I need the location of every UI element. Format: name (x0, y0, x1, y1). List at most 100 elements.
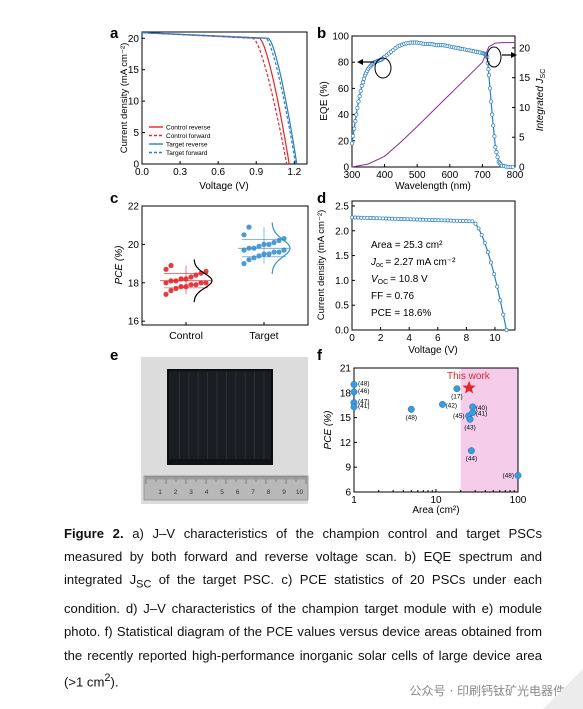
module-jv-marker (455, 218, 459, 223)
x-axis-label: Area (cm²) (412, 505, 459, 516)
plot-frame (141, 205, 309, 326)
ruler-number: 10 (296, 489, 304, 496)
literature-point (350, 403, 358, 411)
eqe-marker (489, 99, 494, 104)
y-tick-label: 18 (128, 278, 140, 289)
pce-point (193, 282, 199, 288)
module-jv-marker (461, 219, 466, 223)
pce-point (178, 276, 184, 282)
y2-tick-label: 10 (519, 103, 531, 114)
pce-point (266, 251, 272, 257)
legend-label: Control reverse (166, 125, 211, 132)
module-jv-marker (439, 218, 444, 223)
module-jv-marker (492, 272, 497, 277)
y-tick-label: 20 (128, 34, 140, 45)
module-jv-marker (448, 218, 453, 223)
point-reference-label: (42) (446, 402, 458, 409)
pce-point (261, 251, 267, 257)
annotation-pce: PCE = 18.6% (371, 308, 431, 319)
literature-point (350, 388, 358, 396)
module-edge (167, 459, 273, 465)
module-jv-marker (402, 217, 407, 222)
pce-point (241, 261, 247, 267)
x-tick-label: 0.6 (211, 167, 225, 178)
caption-text: a) J–V characteristics of the champion c… (64, 526, 542, 588)
distribution-curve (193, 259, 213, 303)
panel-a: a 0.0 0.3 0.6 0.9 1.2 0 5 10 15 20 Current densit… (110, 25, 308, 192)
module-jv-marker (424, 217, 429, 222)
eqe-marker (352, 126, 357, 131)
x-tick-label: 1 (351, 495, 357, 506)
x-axis-label: Wavelength (nm) (395, 181, 471, 192)
distribution-curve (271, 222, 291, 274)
x-axis-label: Voltage (V) (199, 181, 248, 192)
page-corner (543, 669, 583, 709)
module-jv-marker (411, 217, 416, 222)
eqe-marker (358, 88, 363, 94)
pce-point (183, 276, 189, 282)
module-jv-marker (458, 218, 463, 223)
module-jv-marker (436, 218, 441, 223)
eqe-marker (494, 150, 499, 155)
annotation-jsc: Joc = 2.27 mA cm⁻² (370, 257, 456, 269)
point-reference-label: (48) (502, 473, 514, 480)
point-reference-label: (41) (476, 411, 488, 418)
eqe-curves (349, 40, 515, 170)
annotation-ff: FF = 0.76 (371, 291, 415, 302)
y-tick-label: 60 (338, 84, 350, 95)
x-tick-label: 2 (378, 333, 384, 344)
y-tick-label: 5 (133, 128, 139, 139)
legend-label: Target reverse (166, 142, 208, 149)
y-axis-label: PCE (%) (114, 246, 125, 285)
eqe-marker (359, 83, 364, 88)
module-jv-marker (485, 250, 490, 255)
y-tick-label: 15 (340, 413, 352, 424)
eqe-marker (510, 164, 515, 170)
pce-point (163, 280, 169, 286)
literature-point (469, 403, 477, 411)
eqe-marker (493, 145, 498, 150)
x-tick-label: 10 (430, 495, 442, 506)
eqe-marker (353, 119, 358, 124)
pce-point (276, 249, 282, 255)
x-tick-label: 1.2 (287, 167, 301, 178)
panel-d: d 0 2 4 6 8 10 0.0 0.5 1.0 1.5 2.0 2.5 Current dens… (316, 190, 516, 356)
pce-point (281, 247, 287, 253)
plot-frame (351, 35, 516, 168)
y2-tick-label: 0 (519, 163, 525, 174)
pce-point (246, 257, 252, 263)
panel-c: c 16 18 20 22 Control Target PCE (%) (110, 190, 309, 343)
module-jv-marker (489, 260, 493, 265)
eqe-marker (361, 76, 367, 81)
eqe-marker (491, 123, 496, 128)
y-tick-label: 1.5 (335, 251, 349, 262)
module-jv-marker (353, 215, 358, 220)
module-jv-marker (350, 215, 354, 220)
x-tick-label: 400 (376, 170, 393, 181)
literature-point (514, 472, 522, 479)
eqe-marker (349, 141, 355, 146)
this-work-star (462, 380, 476, 394)
watermark-text: 公众号 · 印刷钙钛矿光电器件 (409, 684, 565, 698)
ruler-number: 3 (189, 489, 193, 496)
y-tick-label: 6 (345, 488, 351, 499)
pce-point (163, 266, 169, 272)
axis-ticks: 16 18 20 22 Control Target (128, 202, 279, 343)
axis-ticks: 0.0 0.3 0.6 0.9 1.2 0 5 10 15 20 (128, 34, 302, 178)
panel-letter: c (110, 190, 118, 207)
pce-point (183, 284, 189, 290)
eqe-marker (486, 67, 491, 72)
pce-point (241, 232, 247, 238)
pce-point (266, 241, 272, 247)
pce-point (241, 247, 247, 253)
y-tick-label: 2.5 (335, 201, 349, 212)
point-reference-label: (48) (406, 414, 418, 421)
pce-point (261, 241, 267, 247)
eqe-marker (356, 99, 361, 104)
point-reference-label: (40) (476, 405, 488, 412)
pce-point (168, 262, 174, 269)
arrow-right-head (511, 52, 517, 58)
y-tick-label: 0.0 (335, 326, 349, 337)
